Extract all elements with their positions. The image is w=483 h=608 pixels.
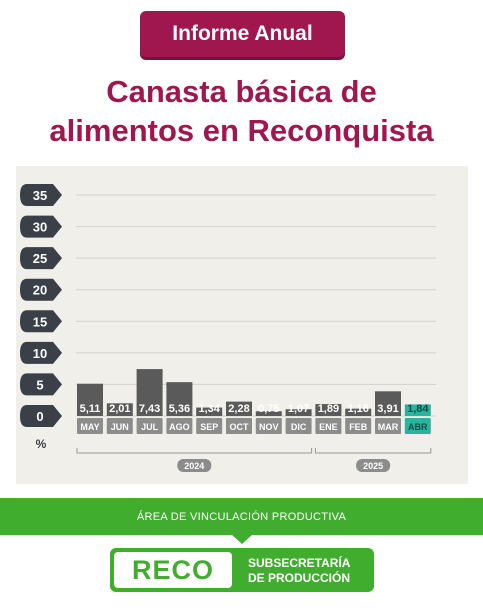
category-label: ENE — [319, 422, 338, 432]
bar-value-label: 1,89 — [318, 403, 339, 415]
category-box — [285, 418, 312, 434]
area-banner: ÁREA DE VINCULACIÓN PRODUCTIVA — [0, 498, 483, 535]
y-tick-label: 35 — [33, 188, 47, 203]
area-label: ÁREA DE VINCULACIÓN PRODUCTIVA — [136, 510, 347, 523]
category-box — [345, 418, 372, 434]
sub-line-2: DE PRODUCCIÓN — [248, 571, 351, 585]
bar-chart: 05101520253035%5,11MAY2,01JUN7,43JUL5,36… — [20, 184, 436, 472]
category-label: DIC — [291, 422, 307, 432]
category-box — [196, 418, 223, 434]
y-tick-label: 5 — [36, 377, 43, 392]
category-box — [315, 418, 342, 434]
category-box — [404, 418, 431, 434]
category-label: FEB — [349, 422, 368, 432]
page-title: Canasta básica de alimentos en Reconquis… — [0, 72, 483, 150]
bar — [255, 411, 282, 416]
category-label: MAY — [80, 422, 99, 432]
bar-value-label: 1,84 — [407, 403, 429, 415]
bar — [315, 404, 342, 416]
category-box — [226, 418, 252, 434]
bar — [106, 403, 133, 416]
bar-value-label: 2,28 — [228, 403, 249, 415]
report-badge: Informe Anual — [140, 11, 345, 57]
y-tick-label: 10 — [33, 346, 47, 361]
y-tick-marker — [20, 215, 62, 238]
category-label: MAR — [378, 422, 399, 432]
category-label: SEP — [200, 422, 218, 432]
bar — [226, 401, 252, 416]
y-tick-marker — [20, 310, 62, 333]
title-line-2: alimentos en Reconquista — [49, 113, 434, 148]
category-box — [166, 418, 193, 434]
category-label: NOV — [259, 422, 279, 432]
bar-value-label: 2,01 — [109, 403, 130, 415]
bar — [285, 409, 312, 416]
bar-value-label: 3,91 — [377, 403, 398, 415]
category-box — [375, 418, 401, 434]
bar-value-label: 0,75 — [258, 403, 279, 415]
reco-wordmark: RECO — [114, 552, 232, 588]
category-label: JUL — [141, 422, 159, 432]
category-label: AGO — [169, 422, 190, 432]
group-label: 2024 — [184, 461, 204, 471]
subsecretaria-label: SUBSECRETARÍA DE PRODUCCIÓN — [248, 556, 350, 586]
bar — [196, 407, 223, 416]
y-tick-label: 25 — [33, 251, 47, 266]
y-tick-marker — [20, 373, 62, 396]
reco-logo: RECO SUBSECRETARÍA DE PRODUCCIÓN — [110, 548, 374, 592]
y-tick-label: 15 — [33, 314, 47, 329]
bar — [375, 391, 401, 416]
y-axis-label: % — [36, 437, 47, 451]
category-box — [77, 418, 103, 434]
bar-value-label: 5,11 — [80, 403, 101, 415]
chart-panel: 0 5 10 15 20 25 30 35% 5,11 MAY 2,01 JUN 7,43 JUL 5,36… — [16, 166, 468, 484]
y-tick-label: 0 — [36, 409, 43, 424]
sub-line-1: SUBSECRETARÍA — [248, 556, 351, 570]
category-box — [136, 418, 163, 434]
group-pill — [177, 459, 212, 472]
y-tick-marker — [20, 184, 62, 206]
bar — [345, 408, 372, 416]
bar — [404, 404, 431, 416]
banner-notch — [231, 534, 253, 544]
title-line-1: Canasta básica de — [106, 74, 377, 109]
bar-value-label: 5,36 — [169, 403, 190, 415]
bar-value-label: 1,07 — [288, 403, 309, 415]
category-label: ABR — [408, 422, 428, 432]
bar-value-label: 1,16 — [347, 403, 368, 415]
bar — [166, 382, 193, 416]
y-tick-label: 30 — [33, 220, 47, 235]
category-label: JUN — [111, 422, 129, 432]
category-box — [255, 418, 282, 434]
group-pill — [356, 459, 391, 472]
y-tick-label: 20 — [33, 283, 47, 298]
category-label: OCT — [230, 422, 250, 432]
y-tick-marker — [20, 405, 62, 427]
bar — [77, 383, 103, 416]
group-label: 2025 — [363, 461, 383, 471]
group-bracket — [76, 448, 313, 454]
bar-value-label: 7,43 — [139, 403, 160, 415]
bar — [136, 369, 163, 416]
category-box — [106, 418, 133, 434]
y-tick-marker — [20, 278, 62, 301]
bar-value-label: 1,34 — [198, 403, 220, 415]
group-bracket — [314, 448, 432, 454]
y-tick-marker — [20, 247, 62, 270]
y-tick-marker — [20, 341, 62, 364]
